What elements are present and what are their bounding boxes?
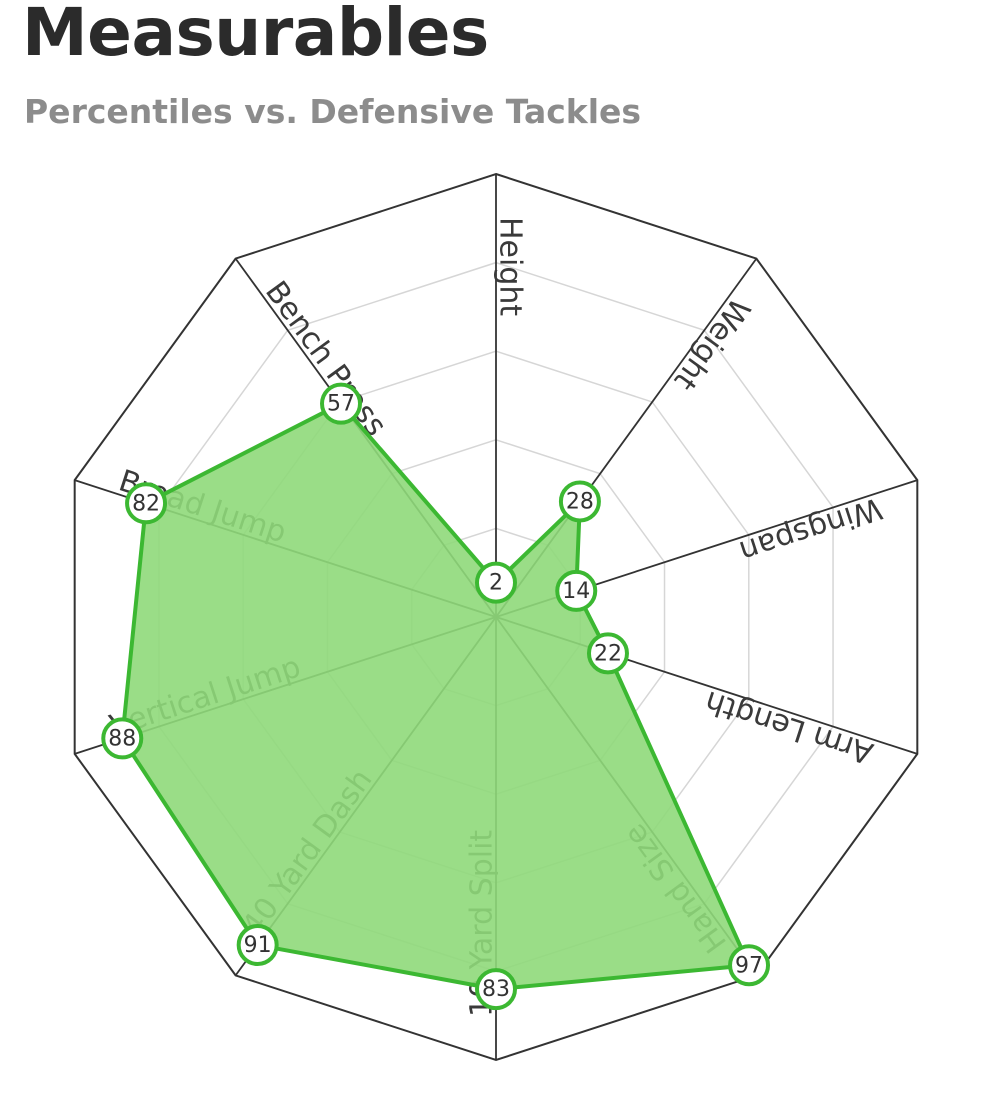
- data-label: 22: [594, 641, 622, 666]
- data-point-broad-jump[interactable]: 82: [125, 482, 168, 525]
- data-markers: 2 28 14 22 97 83 91 88 82 57: [101, 382, 771, 1011]
- data-marker[interactable]: [555, 569, 598, 612]
- data-label: 28: [566, 490, 594, 515]
- data-point-wingspan[interactable]: 14: [555, 569, 598, 612]
- data-marker[interactable]: [586, 632, 629, 675]
- data-point-bench-press[interactable]: 57: [320, 382, 363, 425]
- data-point-vertical-jump[interactable]: 88: [101, 717, 144, 760]
- chart-title: Measurables: [22, 0, 489, 71]
- data-point-40-yard-dash[interactable]: 91: [236, 924, 279, 967]
- axis-label-height: Height: [493, 217, 528, 316]
- data-point-hand-size[interactable]: 97: [728, 944, 771, 987]
- data-marker[interactable]: [728, 944, 771, 987]
- data-label: 88: [108, 726, 136, 751]
- data-polygon: [120, 401, 752, 992]
- data-point-arm-length[interactable]: 22: [586, 632, 629, 675]
- axis-label-arm-length: Arm Length: [701, 683, 878, 770]
- data-area: [120, 401, 752, 992]
- data-point-weight[interactable]: 28: [558, 480, 601, 523]
- data-marker[interactable]: [125, 482, 168, 525]
- data-marker[interactable]: [475, 968, 517, 1011]
- data-label: 14: [562, 579, 590, 604]
- chart-subtitle: Percentiles vs. Defensive Tackles: [24, 92, 642, 131]
- data-label: 91: [244, 933, 272, 958]
- axis-label-wingspan: Wingspan: [735, 490, 886, 569]
- data-label: 82: [132, 491, 160, 516]
- axis-label-weight: Weight: [667, 291, 757, 396]
- data-label: 97: [735, 953, 763, 978]
- data-marker[interactable]: [320, 382, 363, 425]
- data-marker[interactable]: [558, 480, 601, 523]
- data-point-10-yard-split[interactable]: 83: [475, 968, 517, 1011]
- data-point-height[interactable]: 2: [475, 561, 517, 604]
- data-label: 83: [482, 977, 510, 1002]
- data-label: 57: [327, 392, 355, 417]
- data-marker[interactable]: [101, 717, 144, 760]
- data-marker[interactable]: [236, 924, 279, 967]
- data-marker[interactable]: [475, 561, 517, 604]
- data-label: 2: [489, 571, 503, 596]
